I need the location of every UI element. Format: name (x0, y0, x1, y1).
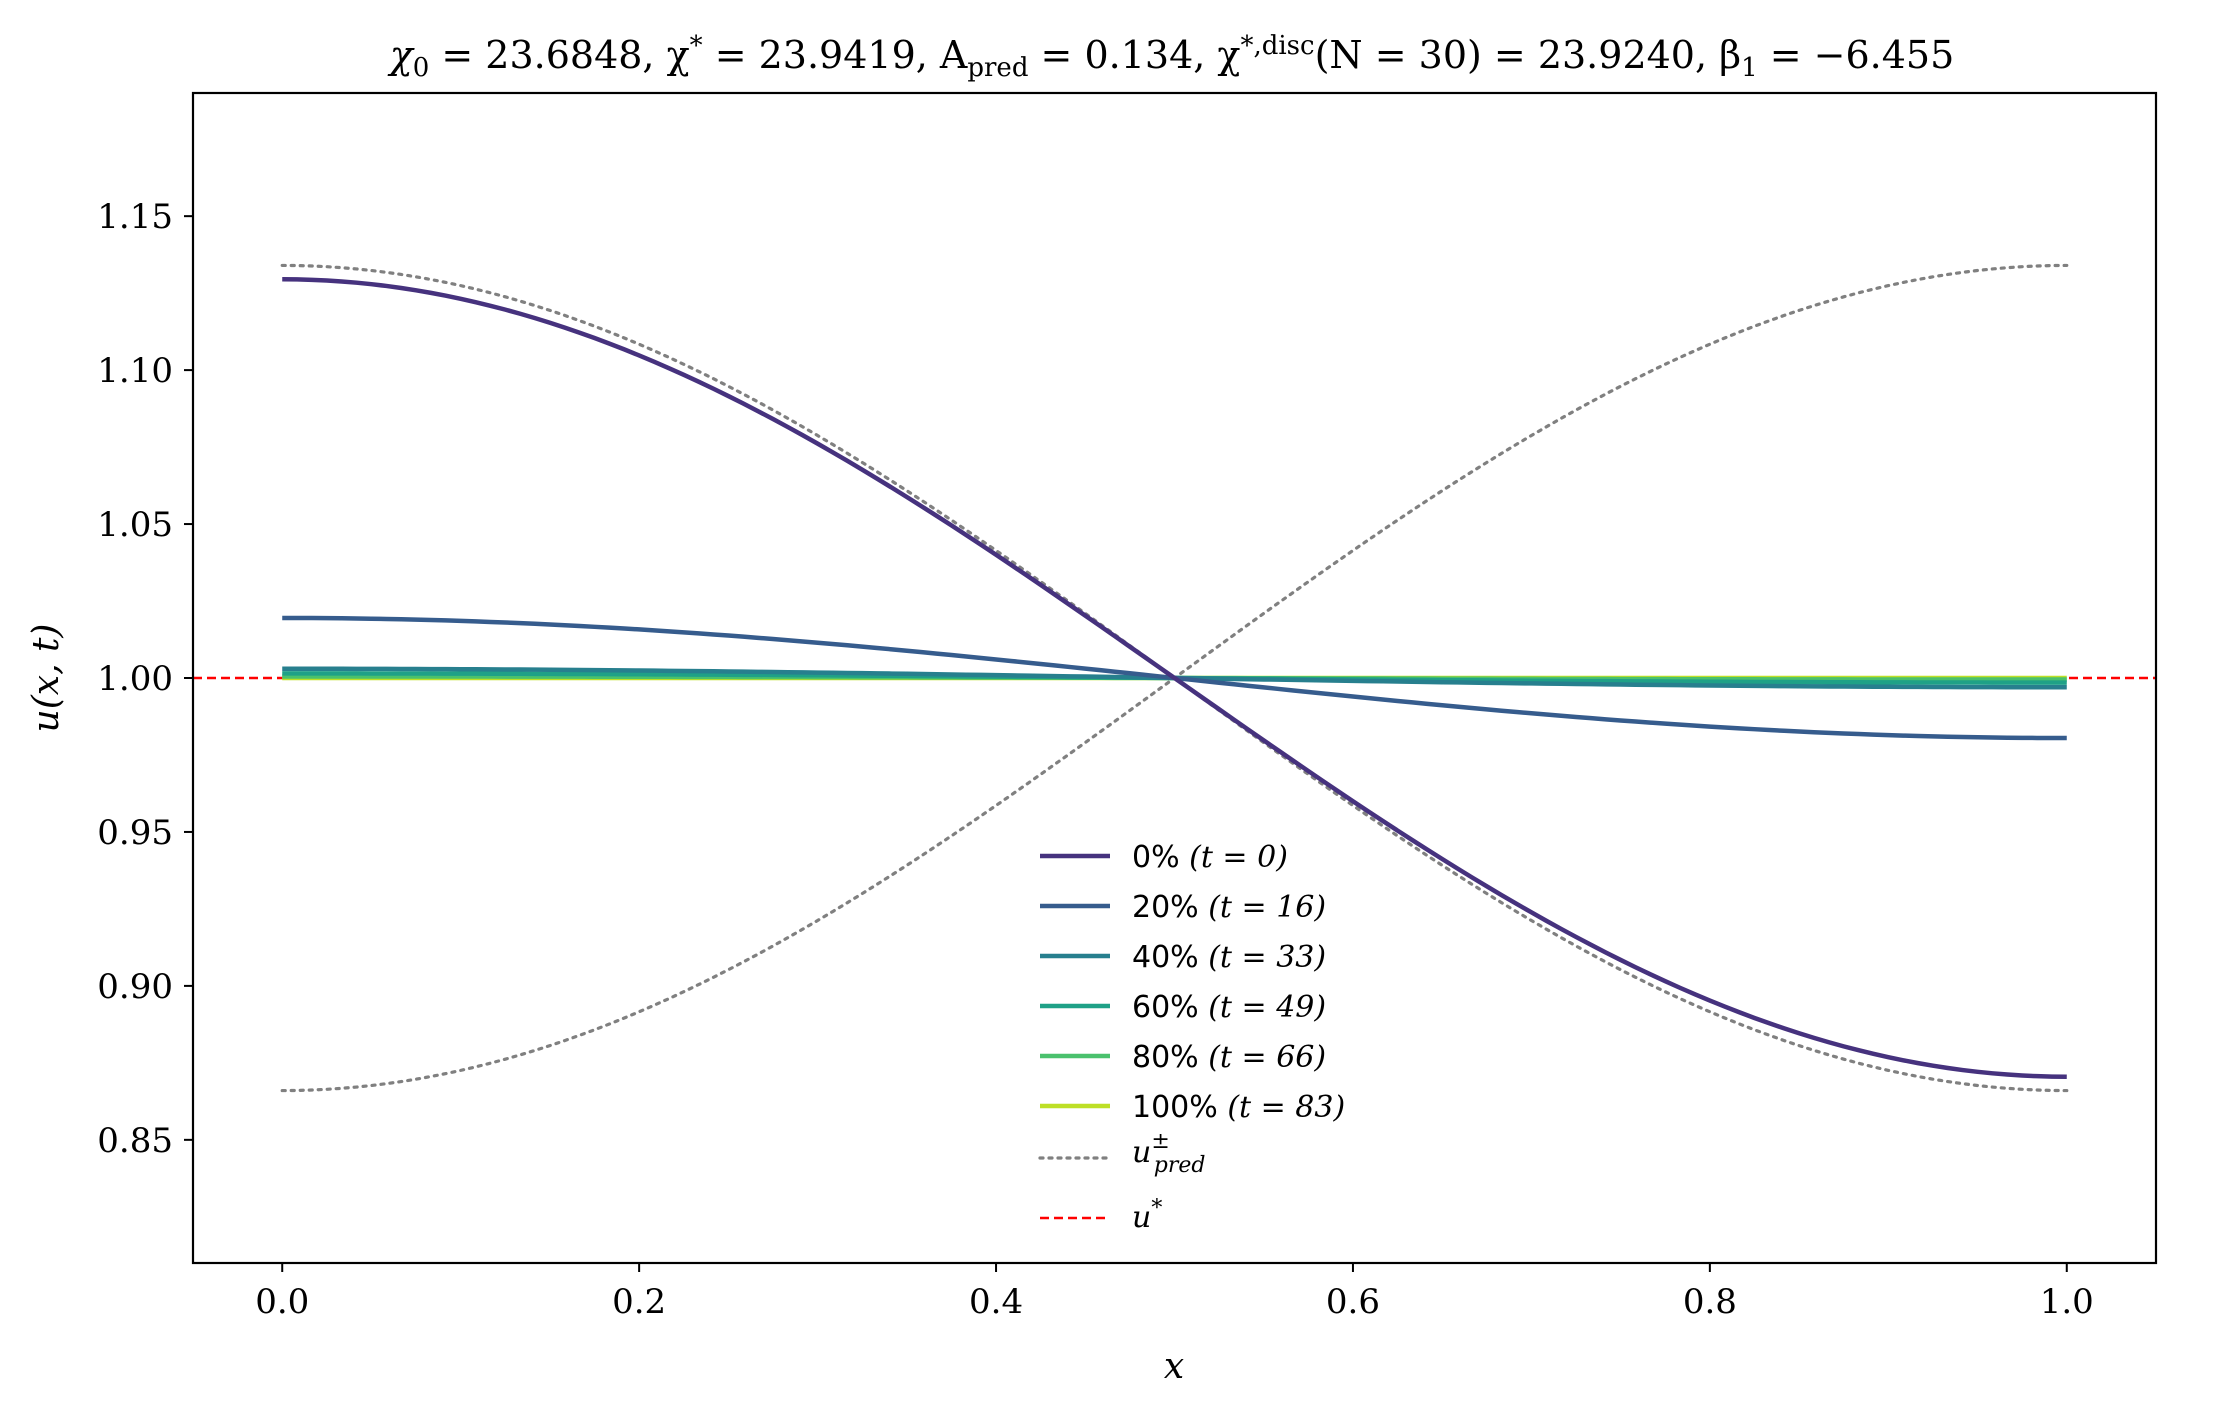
legend-entry-label: 100% (t = 83) (1132, 1090, 1345, 1125)
x-axis: 0.0 0.2 0.4 0.6 0.8 1.0 (255, 1263, 2094, 1322)
series-line-0pct (282, 277, 2067, 1079)
legend-entry-label: u± pred (1132, 1129, 1205, 1178)
legend-entry-label: 60% (t = 49) (1132, 990, 1326, 1025)
x-axis-label: x (1164, 1346, 1184, 1387)
plot-area (191, 91, 2158, 1265)
legend-entry-label: 0% (t = 0) (1132, 840, 1288, 875)
y-tick-label: 0.85 (97, 1121, 173, 1161)
x-tick-label: 0.2 (612, 1282, 666, 1322)
legend-entry-label: 20% (t = 16) (1132, 890, 1326, 925)
y-tick-label: 1.15 (97, 197, 173, 237)
series-layer (193, 263, 2156, 1093)
y-tick-label: 0.95 (97, 813, 173, 853)
x-tick-label: 0.6 (1326, 1282, 1380, 1322)
x-tick-label: 0.8 (1683, 1282, 1737, 1322)
legend-entry-label: u* (1132, 1196, 1162, 1235)
y-tick-label: 1.10 (97, 351, 173, 391)
y-axis: 0.85 0.90 0.95 1.00 1.05 1.10 1.15 (97, 197, 193, 1161)
legend-entry-label: 80% (t = 66) (1132, 1040, 1326, 1075)
x-tick-label: 0.0 (255, 1282, 309, 1322)
x-tick-label: 1.0 (2040, 1282, 2094, 1322)
x-tick-label: 0.4 (969, 1282, 1023, 1322)
y-tick-label: 0.90 (97, 967, 173, 1007)
chart-title: χ0 = 23.6848, χ* = 23.9419, Apred = 0.13… (387, 31, 1955, 83)
y-tick-label: 1.05 (97, 505, 173, 545)
y-axis-label: u(x, t) (26, 624, 67, 733)
legend-entry-label: 40% (t = 33) (1132, 940, 1326, 975)
legend: 0% (t = 0) 20% (t = 16) 40% (t = 33) 60% (t… (1038, 840, 1345, 1235)
y-tick-label: 1.00 (97, 659, 173, 699)
